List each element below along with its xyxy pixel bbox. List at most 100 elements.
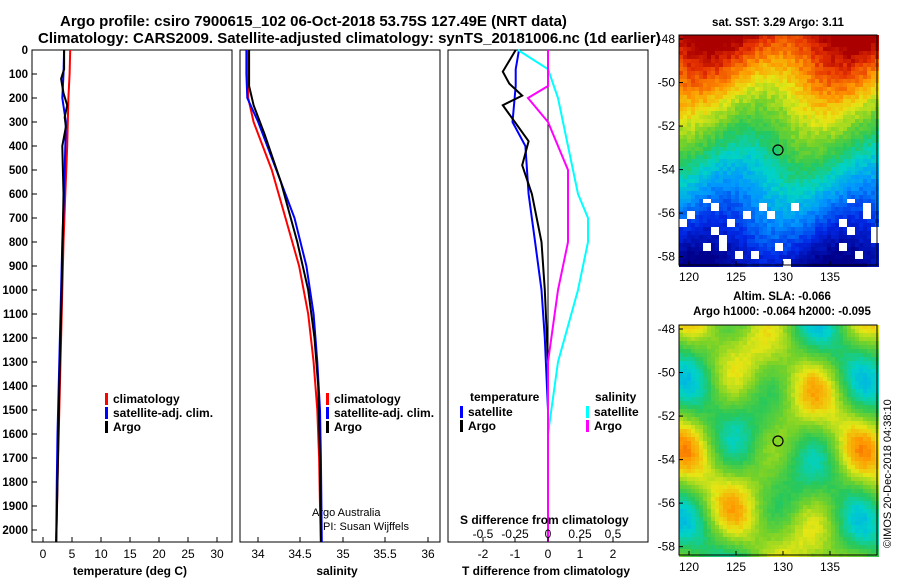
sst-cell	[791, 151, 795, 155]
sst-cell	[823, 199, 827, 203]
sst-cell	[731, 211, 735, 215]
sst-cell	[871, 239, 875, 243]
sla-cell	[775, 345, 779, 349]
sla-cell	[771, 417, 775, 421]
sla-cell	[791, 469, 795, 473]
sla-cell	[795, 417, 799, 421]
sst-cell	[855, 215, 859, 219]
sla-cell	[755, 345, 759, 349]
sla-cell	[851, 397, 855, 401]
sst-cell	[835, 179, 839, 183]
sst-cell	[767, 235, 771, 239]
sst-cell	[839, 251, 843, 255]
sst-cell	[795, 183, 799, 187]
sst-cell	[775, 47, 779, 51]
sla-cell	[819, 365, 823, 369]
sla-cell	[779, 425, 783, 429]
sla-cell	[723, 469, 727, 473]
sla-cell	[799, 377, 803, 381]
sst-cell	[847, 87, 851, 91]
sla-cell	[783, 325, 787, 329]
sst-cell	[739, 147, 743, 151]
sla-cell	[719, 437, 723, 441]
sst-cell	[823, 219, 827, 223]
sla-cell	[783, 373, 787, 377]
sst-cell	[695, 227, 699, 231]
sst-cell	[743, 251, 747, 255]
sst-cell	[747, 155, 751, 159]
sst-cell	[727, 191, 731, 195]
sst-cell	[699, 59, 703, 63]
sst-cell	[787, 223, 791, 227]
sla-cell	[703, 385, 707, 389]
sla-cell	[711, 337, 715, 341]
sst-cell	[703, 255, 707, 259]
sst-cell	[711, 147, 715, 151]
sla-cell	[723, 369, 727, 373]
sst-cell	[843, 139, 847, 143]
sst-cell	[823, 75, 827, 79]
sst-cell	[811, 231, 815, 235]
sst-cell	[855, 247, 859, 251]
sla-cell	[779, 377, 783, 381]
sst-cell	[751, 171, 755, 175]
sst-cell	[747, 63, 751, 67]
sla-cell	[791, 353, 795, 357]
sst-cell	[727, 259, 731, 263]
sla-cell	[719, 349, 723, 353]
sst-cell	[831, 75, 835, 79]
sla-cell	[847, 361, 851, 365]
sla-cell	[775, 385, 779, 389]
sst-cell	[819, 235, 823, 239]
sst-cell	[863, 139, 867, 143]
sla-cell	[779, 413, 783, 417]
sst-cell	[763, 255, 767, 259]
sst-cell	[847, 215, 851, 219]
sst-cell	[815, 183, 819, 187]
sst-cell	[871, 219, 875, 223]
sla-cell	[859, 373, 863, 377]
sla-cell	[791, 441, 795, 445]
sst-cell	[747, 215, 751, 219]
sla-cell	[859, 469, 863, 473]
sst-cell	[783, 179, 787, 183]
sla-cell	[755, 405, 759, 409]
sla-cell	[867, 353, 871, 357]
sst-cell	[739, 191, 743, 195]
sst-cell	[827, 239, 831, 243]
sla-cell	[799, 357, 803, 361]
sst-cell	[751, 215, 755, 219]
sst-cell	[811, 163, 815, 167]
sst-cell	[791, 203, 795, 207]
sla-cell	[703, 377, 707, 381]
sla-cell	[679, 365, 683, 369]
sla-cell	[815, 429, 819, 433]
sst-cell	[811, 183, 815, 187]
sst-cell	[687, 47, 691, 51]
sst-cell	[827, 83, 831, 87]
sla-cell	[795, 385, 799, 389]
sst-cell	[771, 99, 775, 103]
sla-cell	[683, 369, 687, 373]
sla-cell	[775, 469, 779, 473]
sst-cell	[679, 163, 683, 167]
sst-cell	[679, 107, 683, 111]
sst-cell	[691, 199, 695, 203]
sst-cell	[727, 59, 731, 63]
sst-cell	[699, 99, 703, 103]
sla-cell	[799, 457, 803, 461]
sla-cell	[719, 377, 723, 381]
sla-cell	[787, 397, 791, 401]
sst-cell	[699, 39, 703, 43]
sst-cell	[823, 39, 827, 43]
sst-cell	[707, 175, 711, 179]
sla-cell	[683, 393, 687, 397]
sst-cell	[751, 179, 755, 183]
sst-cell	[783, 199, 787, 203]
sst-cell	[859, 243, 863, 247]
sst-cell	[747, 127, 751, 131]
sla-cell	[819, 369, 823, 373]
sst-cell	[703, 219, 707, 223]
sst-cell	[691, 255, 695, 259]
sla-cell	[859, 345, 863, 349]
